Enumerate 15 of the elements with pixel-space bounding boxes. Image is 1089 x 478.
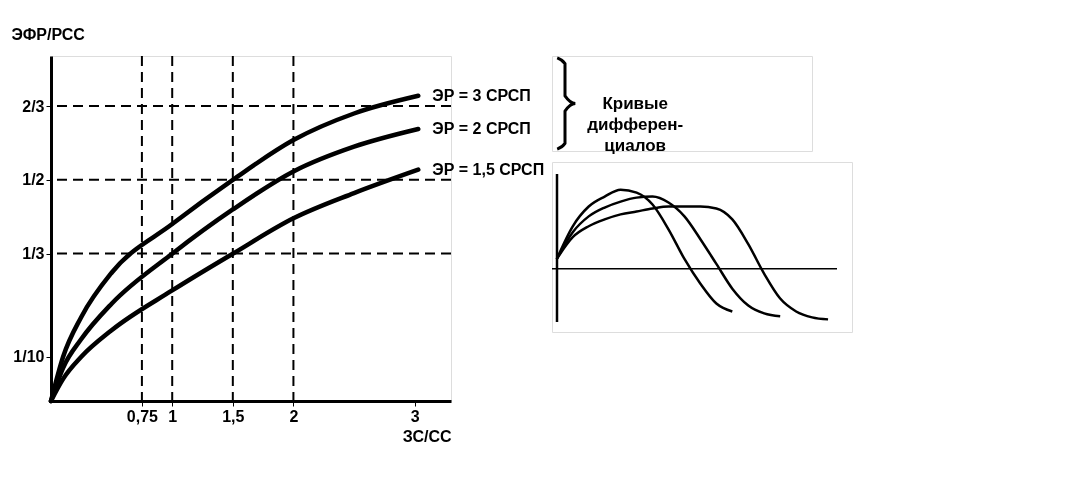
x-tick-label: 1,5 <box>222 407 245 425</box>
y-tick-label: 2/3 <box>22 97 45 115</box>
series-label: ЭР = 3 СРСП <box>432 86 531 104</box>
series-label: ЭР = 2 СРСП <box>432 119 531 137</box>
y-tick-label: 1/3 <box>22 245 45 263</box>
x-axis-title: ЗС/СС <box>402 427 452 445</box>
x-tick-label: 0,75 <box>126 407 159 425</box>
x-tick-label: 3 <box>410 407 420 425</box>
y-tick-label: 1/10 <box>13 348 45 366</box>
series-label: ЭР = 1,5 СРСП <box>432 160 545 178</box>
y-axis-title: ЭФР/РСС <box>11 25 86 43</box>
x-tick-label: 2 <box>289 407 299 425</box>
x-tick-label: 1 <box>168 407 178 425</box>
y-tick-label: 1/2 <box>22 171 45 189</box>
text: Кривые дифферен- циалов <box>587 93 684 155</box>
